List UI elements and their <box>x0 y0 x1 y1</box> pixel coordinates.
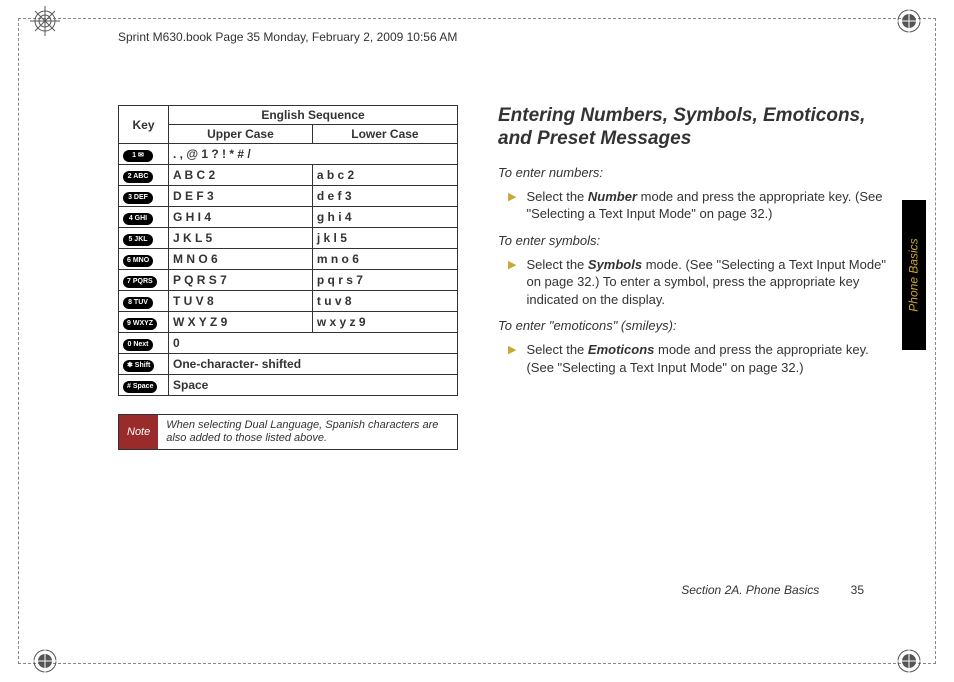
phone-key-icon: 9 WXYZ <box>123 318 157 330</box>
table-row: 3 DEF D E F 3d e f 3 <box>119 186 458 207</box>
upper-case-cell: A B C 2 <box>169 165 313 186</box>
key-cell: 9 WXYZ <box>119 312 169 333</box>
key-cell: 2 ABC <box>119 165 169 186</box>
right-column: Entering Numbers, Symbols, Emoticons, an… <box>498 105 894 450</box>
key-cell: 5 JKL <box>119 228 169 249</box>
phone-key-icon: 2 ABC <box>123 171 153 183</box>
corner-mark-icon <box>30 646 60 676</box>
table-row: 7 PQRS P Q R S 7p q r s 7 <box>119 270 458 291</box>
crop-line <box>935 18 936 664</box>
table-row: 1 ✉ . , @ 1 ? ! * # / <box>119 144 458 165</box>
sub-heading-numbers: To enter numbers: <box>498 165 894 180</box>
footer-page-number: 35 <box>851 583 864 597</box>
lower-case-cell: m n o 6 <box>312 249 457 270</box>
page-header-info: Sprint M630.book Page 35 Monday, Februar… <box>118 30 457 44</box>
lower-case-cell: g h i 4 <box>312 207 457 228</box>
table-row: # Space Space <box>119 375 458 396</box>
lower-case-cell: j k l 5 <box>312 228 457 249</box>
upper-case-cell: J K L 5 <box>169 228 313 249</box>
table-header-upper: Upper Case <box>169 125 313 144</box>
phone-key-icon: 8 TUV <box>123 297 153 309</box>
lower-case-cell: a b c 2 <box>312 165 457 186</box>
table-header-key: Key <box>119 106 169 144</box>
table-row: 2 ABC A B C 2a b c 2 <box>119 165 458 186</box>
bullet-text: Select the Emoticons mode and press the … <box>526 341 894 376</box>
bullet-symbols: ▶ Select the Symbols mode. (See "Selecti… <box>498 256 894 309</box>
footer-section: Section 2A. Phone Basics <box>681 583 819 597</box>
key-cell: 1 ✉ <box>119 144 169 165</box>
page-content: Key English Sequence Upper Case Lower Ca… <box>118 105 894 450</box>
sequence-cell: One-character- shifted <box>169 354 458 375</box>
side-tab: Phone Basics <box>902 200 926 350</box>
corner-mark-icon <box>894 646 924 676</box>
phone-key-icon: 5 JKL <box>123 234 153 246</box>
sequence-cell: . , @ 1 ? ! * # / <box>169 144 458 165</box>
phone-key-icon: 3 DEF <box>123 192 153 204</box>
note-label: Note <box>119 415 158 449</box>
corner-mark-icon <box>30 6 60 36</box>
phone-key-icon: 7 PQRS <box>123 276 157 288</box>
sub-heading-symbols: To enter symbols: <box>498 233 894 248</box>
phone-key-icon: 1 ✉ <box>123 150 153 162</box>
crop-line <box>18 18 19 664</box>
bullet-marker-icon: ▶ <box>508 190 516 223</box>
key-cell: 8 TUV <box>119 291 169 312</box>
lower-case-cell: p q r s 7 <box>312 270 457 291</box>
upper-case-cell: M N O 6 <box>169 249 313 270</box>
table-row: 5 JKL J K L 5j k l 5 <box>119 228 458 249</box>
section-title: Entering Numbers, Symbols, Emoticons, an… <box>498 105 894 151</box>
phone-key-icon: 6 MNO <box>123 255 153 267</box>
sub-heading-emoticons: To enter "emoticons" (smileys): <box>498 318 894 333</box>
table-row: ✱ Shift One-character- shifted <box>119 354 458 375</box>
upper-case-cell: T U V 8 <box>169 291 313 312</box>
key-cell: ✱ Shift <box>119 354 169 375</box>
key-sequence-table: Key English Sequence Upper Case Lower Ca… <box>118 105 458 396</box>
lower-case-cell: w x y z 9 <box>312 312 457 333</box>
phone-key-icon: ✱ Shift <box>123 360 154 372</box>
table-row: 8 TUV T U V 8t u v 8 <box>119 291 458 312</box>
key-cell: # Space <box>119 375 169 396</box>
crop-line <box>18 18 936 19</box>
phone-key-icon: 0 Next <box>123 339 153 351</box>
upper-case-cell: P Q R S 7 <box>169 270 313 291</box>
bullet-text: Select the Number mode and press the app… <box>526 188 894 223</box>
key-cell: 4 GHI <box>119 207 169 228</box>
bullet-numbers: ▶ Select the Number mode and press the a… <box>498 188 894 223</box>
key-cell: 7 PQRS <box>119 270 169 291</box>
crop-line <box>18 663 936 664</box>
upper-case-cell: D E F 3 <box>169 186 313 207</box>
sequence-cell: 0 <box>169 333 458 354</box>
table-row: 6 MNO M N O 6m n o 6 <box>119 249 458 270</box>
table-header-seq: English Sequence <box>169 106 458 125</box>
lower-case-cell: t u v 8 <box>312 291 457 312</box>
sequence-cell: Space <box>169 375 458 396</box>
note-box: Note When selecting Dual Language, Spani… <box>118 414 458 450</box>
upper-case-cell: G H I 4 <box>169 207 313 228</box>
key-cell: 6 MNO <box>119 249 169 270</box>
upper-case-cell: W X Y Z 9 <box>169 312 313 333</box>
bullet-marker-icon: ▶ <box>508 343 516 376</box>
note-text: When selecting Dual Language, Spanish ch… <box>158 415 457 449</box>
table-header-lower: Lower Case <box>312 125 457 144</box>
bullet-emoticons: ▶ Select the Emoticons mode and press th… <box>498 341 894 376</box>
side-tab-label: Phone Basics <box>907 238 921 311</box>
bullet-marker-icon: ▶ <box>508 258 516 309</box>
table-row: 9 WXYZ W X Y Z 9w x y z 9 <box>119 312 458 333</box>
table-row: 4 GHI G H I 4g h i 4 <box>119 207 458 228</box>
lower-case-cell: d e f 3 <box>312 186 457 207</box>
table-row: 0 Next 0 <box>119 333 458 354</box>
key-cell: 3 DEF <box>119 186 169 207</box>
page-footer: Section 2A. Phone Basics 35 <box>681 583 864 597</box>
bullet-text: Select the Symbols mode. (See "Selecting… <box>526 256 894 309</box>
phone-key-icon: # Space <box>123 381 157 393</box>
corner-mark-icon <box>894 6 924 36</box>
left-column: Key English Sequence Upper Case Lower Ca… <box>118 105 458 450</box>
phone-key-icon: 4 GHI <box>123 213 153 225</box>
key-cell: 0 Next <box>119 333 169 354</box>
